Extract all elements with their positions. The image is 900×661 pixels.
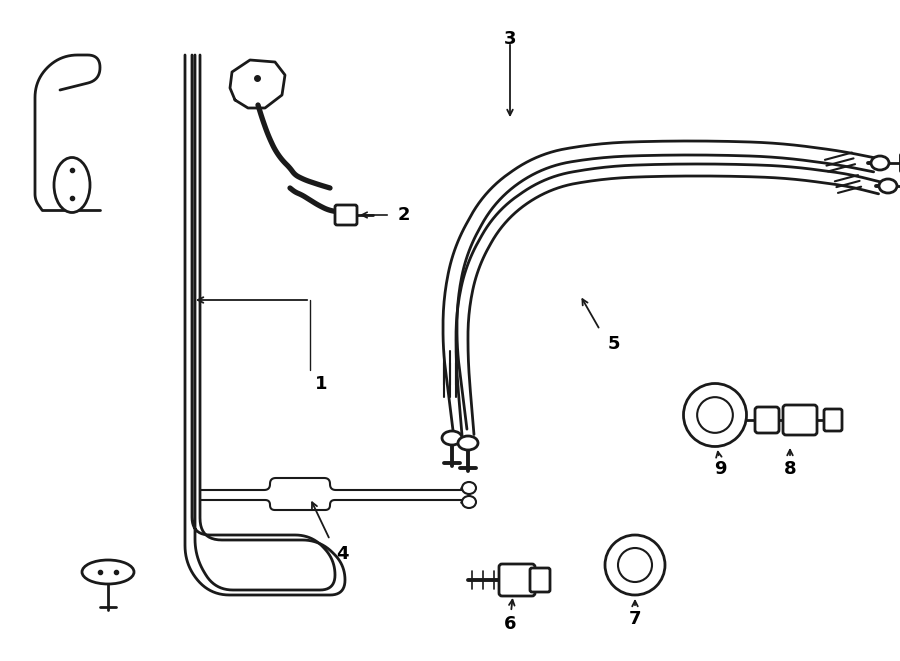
Text: 4: 4 — [336, 545, 348, 563]
Ellipse shape — [871, 156, 889, 170]
Text: 7: 7 — [629, 610, 641, 628]
FancyBboxPatch shape — [530, 568, 550, 592]
FancyBboxPatch shape — [824, 409, 842, 431]
Text: 8: 8 — [784, 460, 796, 478]
Text: 3: 3 — [504, 30, 517, 48]
Ellipse shape — [442, 431, 462, 445]
Ellipse shape — [54, 157, 90, 212]
Ellipse shape — [462, 496, 476, 508]
Circle shape — [683, 383, 746, 446]
FancyBboxPatch shape — [755, 407, 779, 433]
Ellipse shape — [82, 560, 134, 584]
Ellipse shape — [879, 179, 897, 193]
FancyBboxPatch shape — [783, 405, 817, 435]
Ellipse shape — [462, 482, 476, 494]
Circle shape — [605, 535, 665, 595]
Text: 1: 1 — [315, 375, 328, 393]
Ellipse shape — [458, 436, 478, 450]
Circle shape — [698, 397, 733, 433]
Text: 9: 9 — [714, 460, 726, 478]
FancyBboxPatch shape — [499, 564, 535, 596]
Text: 5: 5 — [608, 335, 620, 353]
Text: 6: 6 — [504, 615, 517, 633]
Text: 2: 2 — [398, 206, 410, 224]
Circle shape — [618, 548, 652, 582]
FancyBboxPatch shape — [335, 205, 357, 225]
